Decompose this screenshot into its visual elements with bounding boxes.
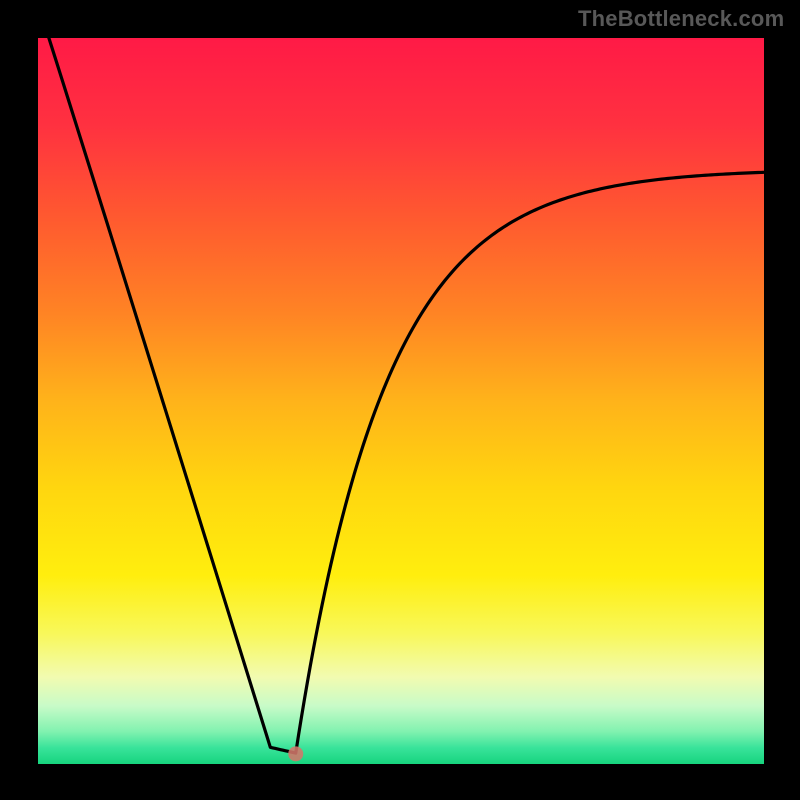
watermark-text: TheBottleneck.com <box>578 6 784 32</box>
chart-stage: TheBottleneck.com <box>0 0 800 800</box>
bottleneck-curve <box>49 38 764 753</box>
plot-area <box>38 38 764 764</box>
valley-marker <box>288 746 303 761</box>
curve-overlay <box>38 38 764 764</box>
